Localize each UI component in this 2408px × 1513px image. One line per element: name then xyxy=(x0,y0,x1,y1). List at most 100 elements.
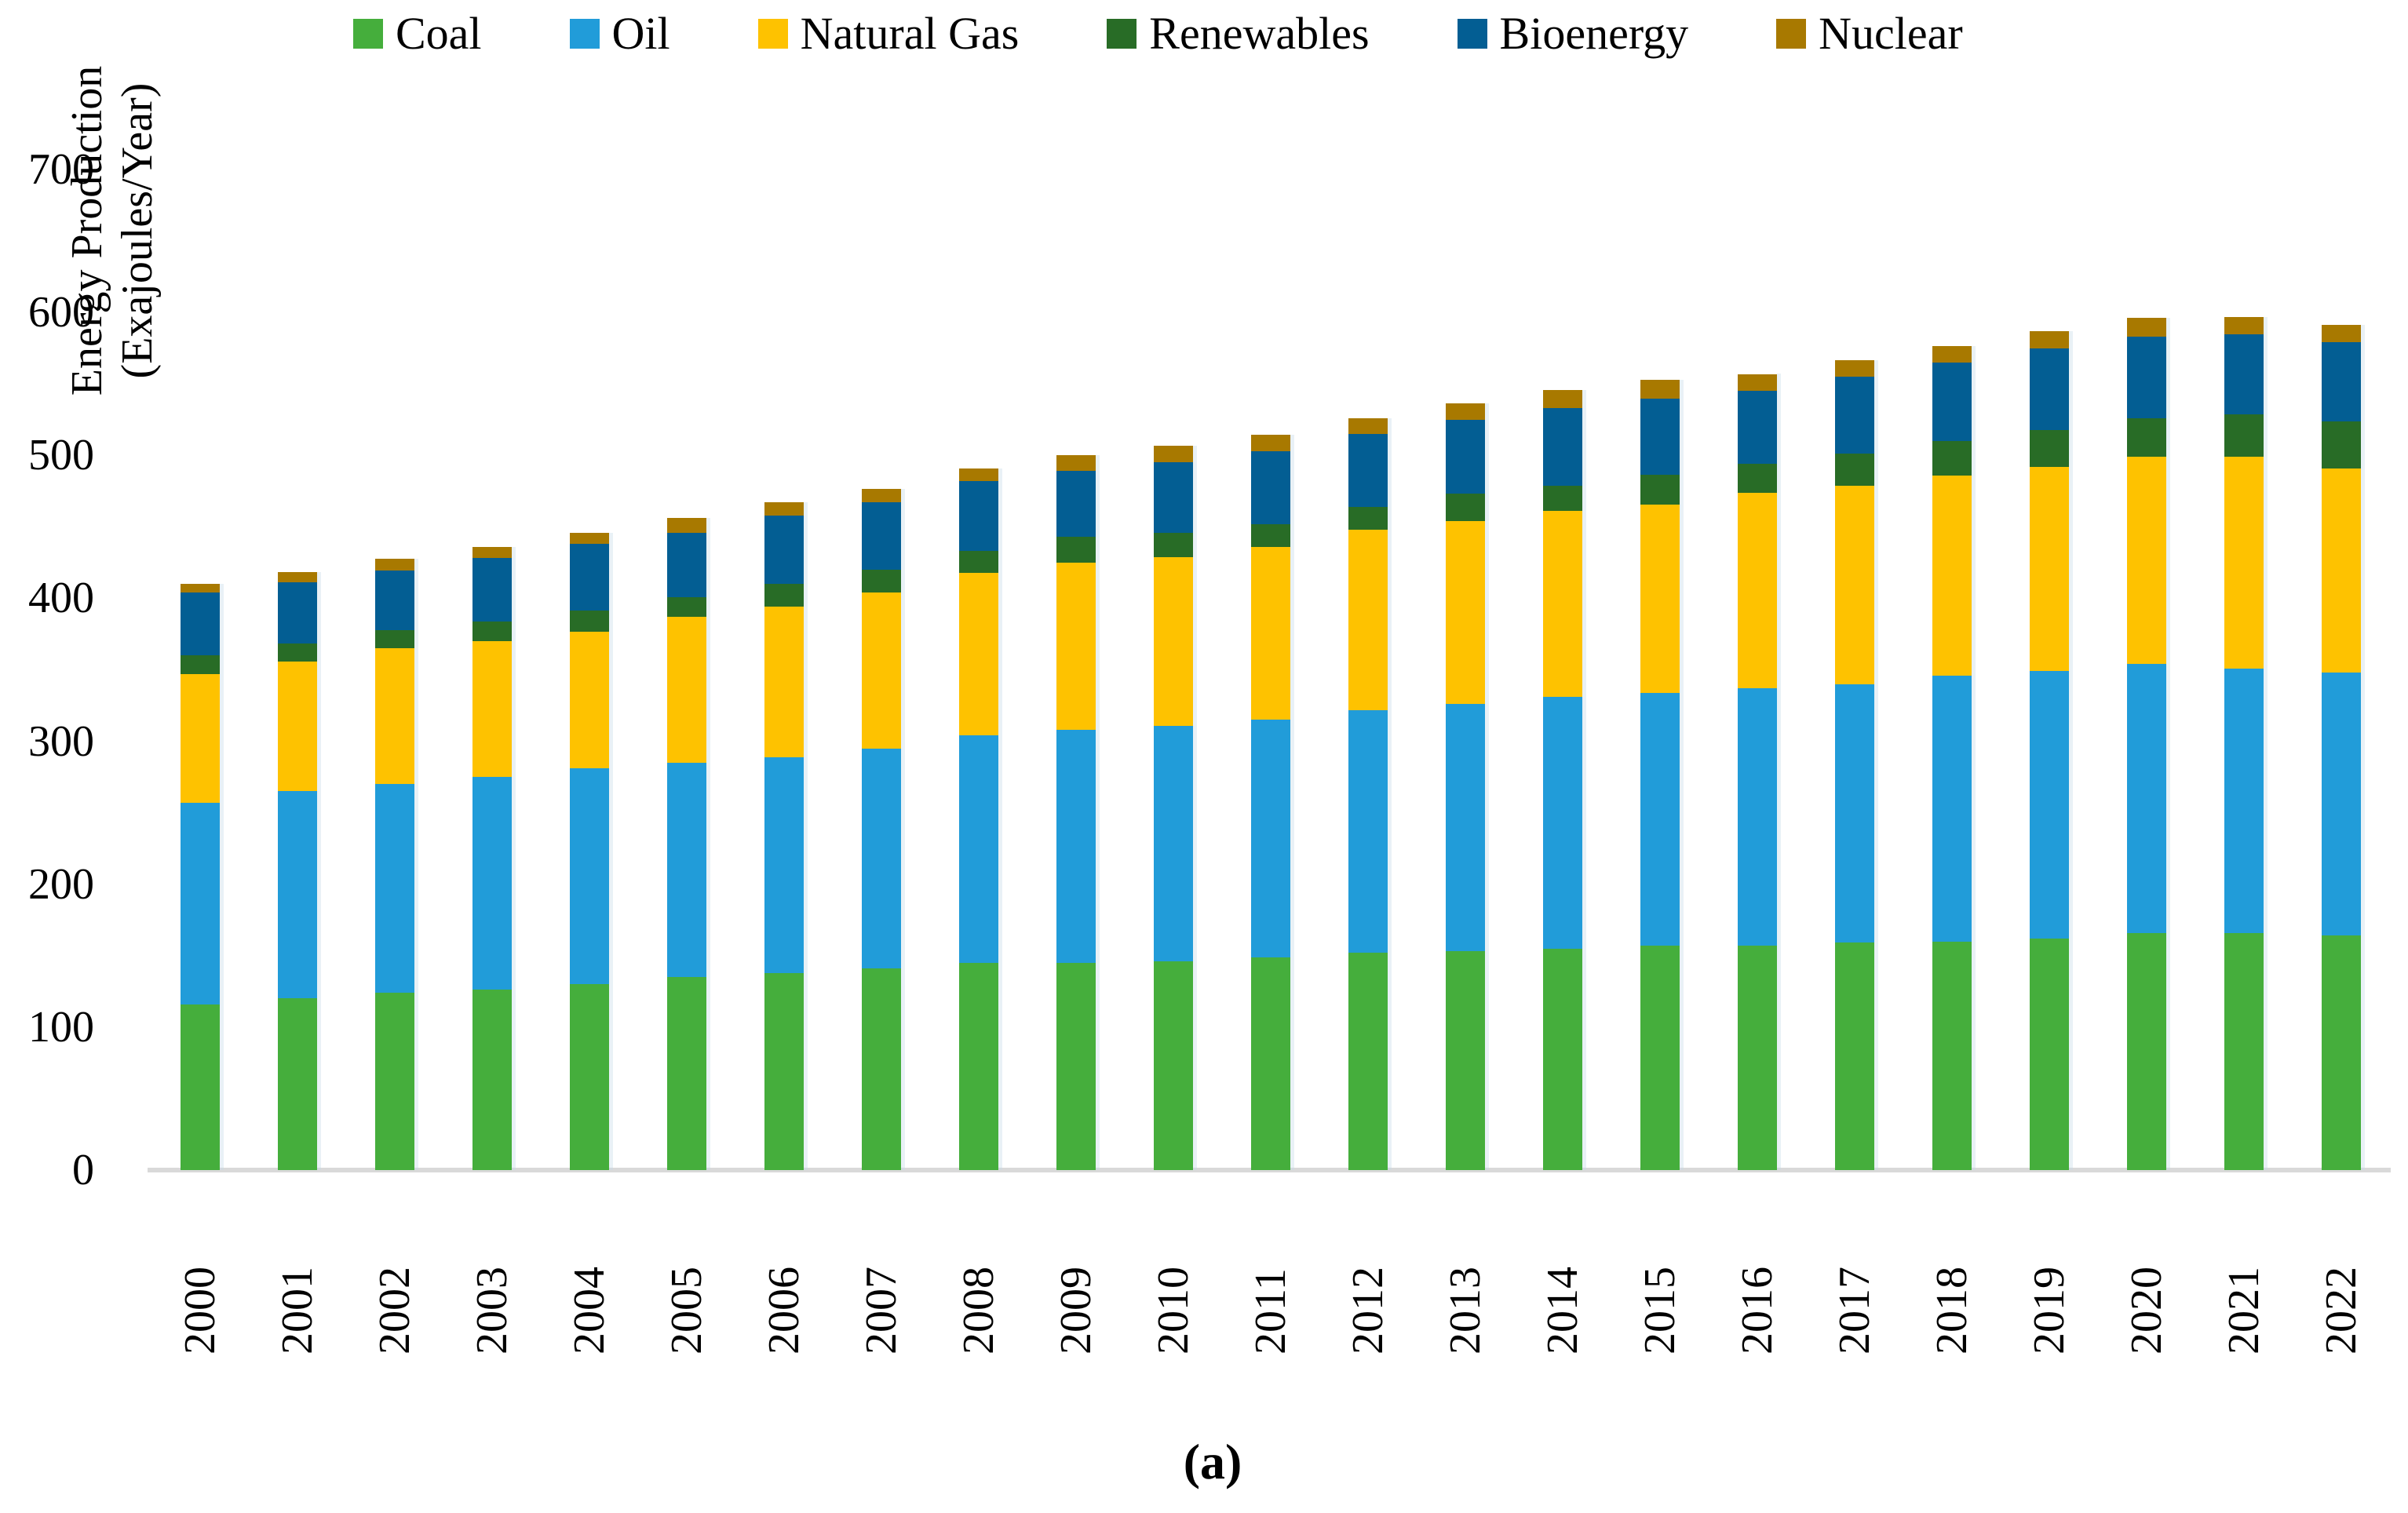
bar-segment-natural-gas-2018 xyxy=(1932,475,1972,676)
x-tick-label-2001: 2001 xyxy=(273,1267,322,1354)
bar-segment-nuclear-2021 xyxy=(2224,316,2264,335)
legend-label: Natural Gas xyxy=(800,8,1020,59)
y-tick-label-600: 600 xyxy=(28,288,94,337)
legend-label: Nuclear xyxy=(1819,8,1963,59)
bar-segment-renewables-2010 xyxy=(1154,532,1193,557)
bar-segment-natural-gas-2016 xyxy=(1738,492,1777,689)
bar-segment-natural-gas-2001 xyxy=(278,661,317,792)
bar-segment-natural-gas-2006 xyxy=(764,607,804,757)
bar-segment-renewables-2020 xyxy=(2127,417,2166,458)
stacked-bar-2014 xyxy=(1543,390,1582,1170)
bar-segment-natural-gas-2009 xyxy=(1056,562,1096,730)
bar-segment-renewables-2002 xyxy=(375,630,414,649)
x-tick-label-2003: 2003 xyxy=(468,1267,516,1354)
bar-segment-renewables-2001 xyxy=(278,643,317,662)
x-tick-label-2022: 2022 xyxy=(2317,1267,2366,1354)
bar-segment-bioenergy-2003 xyxy=(472,557,512,622)
bar-segment-coal-2015 xyxy=(1640,946,1680,1170)
bar-segment-oil-2022 xyxy=(2322,673,2361,936)
bar-segment-nuclear-2012 xyxy=(1348,417,1388,434)
bar-segment-coal-2001 xyxy=(278,998,317,1170)
x-tick-label-2004: 2004 xyxy=(565,1267,614,1354)
legend-swatch-icon xyxy=(353,19,383,49)
bar-segment-bioenergy-2010 xyxy=(1154,462,1193,533)
figure-caption: (a) xyxy=(1183,1434,1242,1489)
stacked-bar-2010 xyxy=(1154,446,1193,1170)
bar-segment-oil-2014 xyxy=(1543,697,1582,949)
bar-segment-oil-2019 xyxy=(2030,671,2069,939)
bar-segment-oil-2003 xyxy=(472,777,512,990)
bar-segment-oil-2016 xyxy=(1738,688,1777,946)
bar-segment-coal-2022 xyxy=(2322,935,2361,1170)
bar-segment-oil-2007 xyxy=(862,748,901,969)
bar-segment-bioenergy-2018 xyxy=(1932,362,1972,442)
stacked-bar-2006 xyxy=(764,502,804,1170)
y-tick-label-700: 700 xyxy=(28,145,94,194)
bar-segment-renewables-2011 xyxy=(1251,523,1290,547)
bar-segment-renewables-2004 xyxy=(570,610,609,633)
bar-segment-oil-2002 xyxy=(375,784,414,993)
bar-segment-bioenergy-2006 xyxy=(764,515,804,585)
bar-segment-nuclear-2007 xyxy=(862,489,901,503)
bar-segment-oil-2008 xyxy=(959,735,998,963)
bar-segment-nuclear-2014 xyxy=(1543,390,1582,409)
bar-segment-coal-2013 xyxy=(1446,951,1485,1170)
bar-segment-oil-2012 xyxy=(1348,709,1388,953)
bar-segment-bioenergy-2005 xyxy=(667,532,706,597)
y-tick-label-300: 300 xyxy=(28,716,94,766)
bar-segment-renewables-2005 xyxy=(667,596,706,618)
bar-segment-coal-2009 xyxy=(1056,962,1096,1170)
chart-legend: Coal Oil Natural Gas Renewables Bioenergy Nuc… xyxy=(353,11,1963,57)
x-tick-label-2016: 2016 xyxy=(1733,1267,1782,1354)
bar-segment-coal-2017 xyxy=(1835,942,1874,1170)
bar-segment-bioenergy-2011 xyxy=(1251,450,1290,524)
bar-segment-natural-gas-2008 xyxy=(959,572,998,736)
stacked-bar-2007 xyxy=(862,489,901,1170)
legend-label: Coal xyxy=(396,8,482,59)
bar-segment-oil-2000 xyxy=(181,802,220,1004)
bar-segment-renewables-2009 xyxy=(1056,537,1096,563)
x-tick-label-2020: 2020 xyxy=(2122,1267,2171,1354)
x-tick-label-2013: 2013 xyxy=(1441,1267,1490,1354)
bar-segment-oil-2017 xyxy=(1835,684,1874,943)
y-tick-label-100: 100 xyxy=(28,1002,94,1052)
x-tick-label-2019: 2019 xyxy=(2025,1267,2074,1354)
bar-segment-renewables-2021 xyxy=(2224,414,2264,458)
bar-segment-nuclear-2018 xyxy=(1932,345,1972,363)
bar-segment-natural-gas-2007 xyxy=(862,592,901,749)
bar-segment-nuclear-2011 xyxy=(1251,434,1290,451)
bar-segment-oil-2018 xyxy=(1932,675,1972,942)
bar-segment-oil-2006 xyxy=(764,756,804,973)
bar-segment-nuclear-2002 xyxy=(375,559,414,571)
legend-item-oil: Oil xyxy=(569,11,670,57)
bar-segment-natural-gas-2017 xyxy=(1835,485,1874,684)
bar-segment-oil-2004 xyxy=(570,768,609,985)
stacked-bar-2016 xyxy=(1738,374,1777,1170)
bar-segment-natural-gas-2015 xyxy=(1640,505,1680,693)
bar-segment-coal-2018 xyxy=(1932,941,1972,1170)
legend-item-renewables: Renewables xyxy=(1107,11,1370,57)
x-tick-label-2009: 2009 xyxy=(1052,1267,1100,1354)
bar-segment-nuclear-2015 xyxy=(1640,379,1680,399)
stacked-bar-2004 xyxy=(570,532,609,1170)
bar-segment-bioenergy-2015 xyxy=(1640,399,1680,475)
stacked-bar-2005 xyxy=(667,518,706,1170)
bar-segment-oil-2010 xyxy=(1154,725,1193,962)
bar-segment-bioenergy-2013 xyxy=(1446,419,1485,494)
bar-segment-oil-2013 xyxy=(1446,704,1485,952)
stacked-bar-2001 xyxy=(278,571,317,1170)
bar-segment-oil-2015 xyxy=(1640,692,1680,946)
bar-segment-nuclear-2022 xyxy=(2322,324,2361,343)
bar-segment-coal-2008 xyxy=(959,962,998,1170)
bar-segment-bioenergy-2019 xyxy=(2030,348,2069,430)
x-tick-label-2008: 2008 xyxy=(954,1267,1003,1354)
bar-segment-natural-gas-2003 xyxy=(472,641,512,778)
bar-segment-nuclear-2000 xyxy=(181,584,220,593)
stacked-bar-2011 xyxy=(1251,434,1290,1170)
bar-segment-nuclear-2020 xyxy=(2127,318,2166,337)
bar-segment-natural-gas-2012 xyxy=(1348,530,1388,710)
bar-segment-natural-gas-2011 xyxy=(1251,546,1290,720)
bar-segment-natural-gas-2021 xyxy=(2224,457,2264,669)
y-tick-label-400: 400 xyxy=(28,574,94,623)
